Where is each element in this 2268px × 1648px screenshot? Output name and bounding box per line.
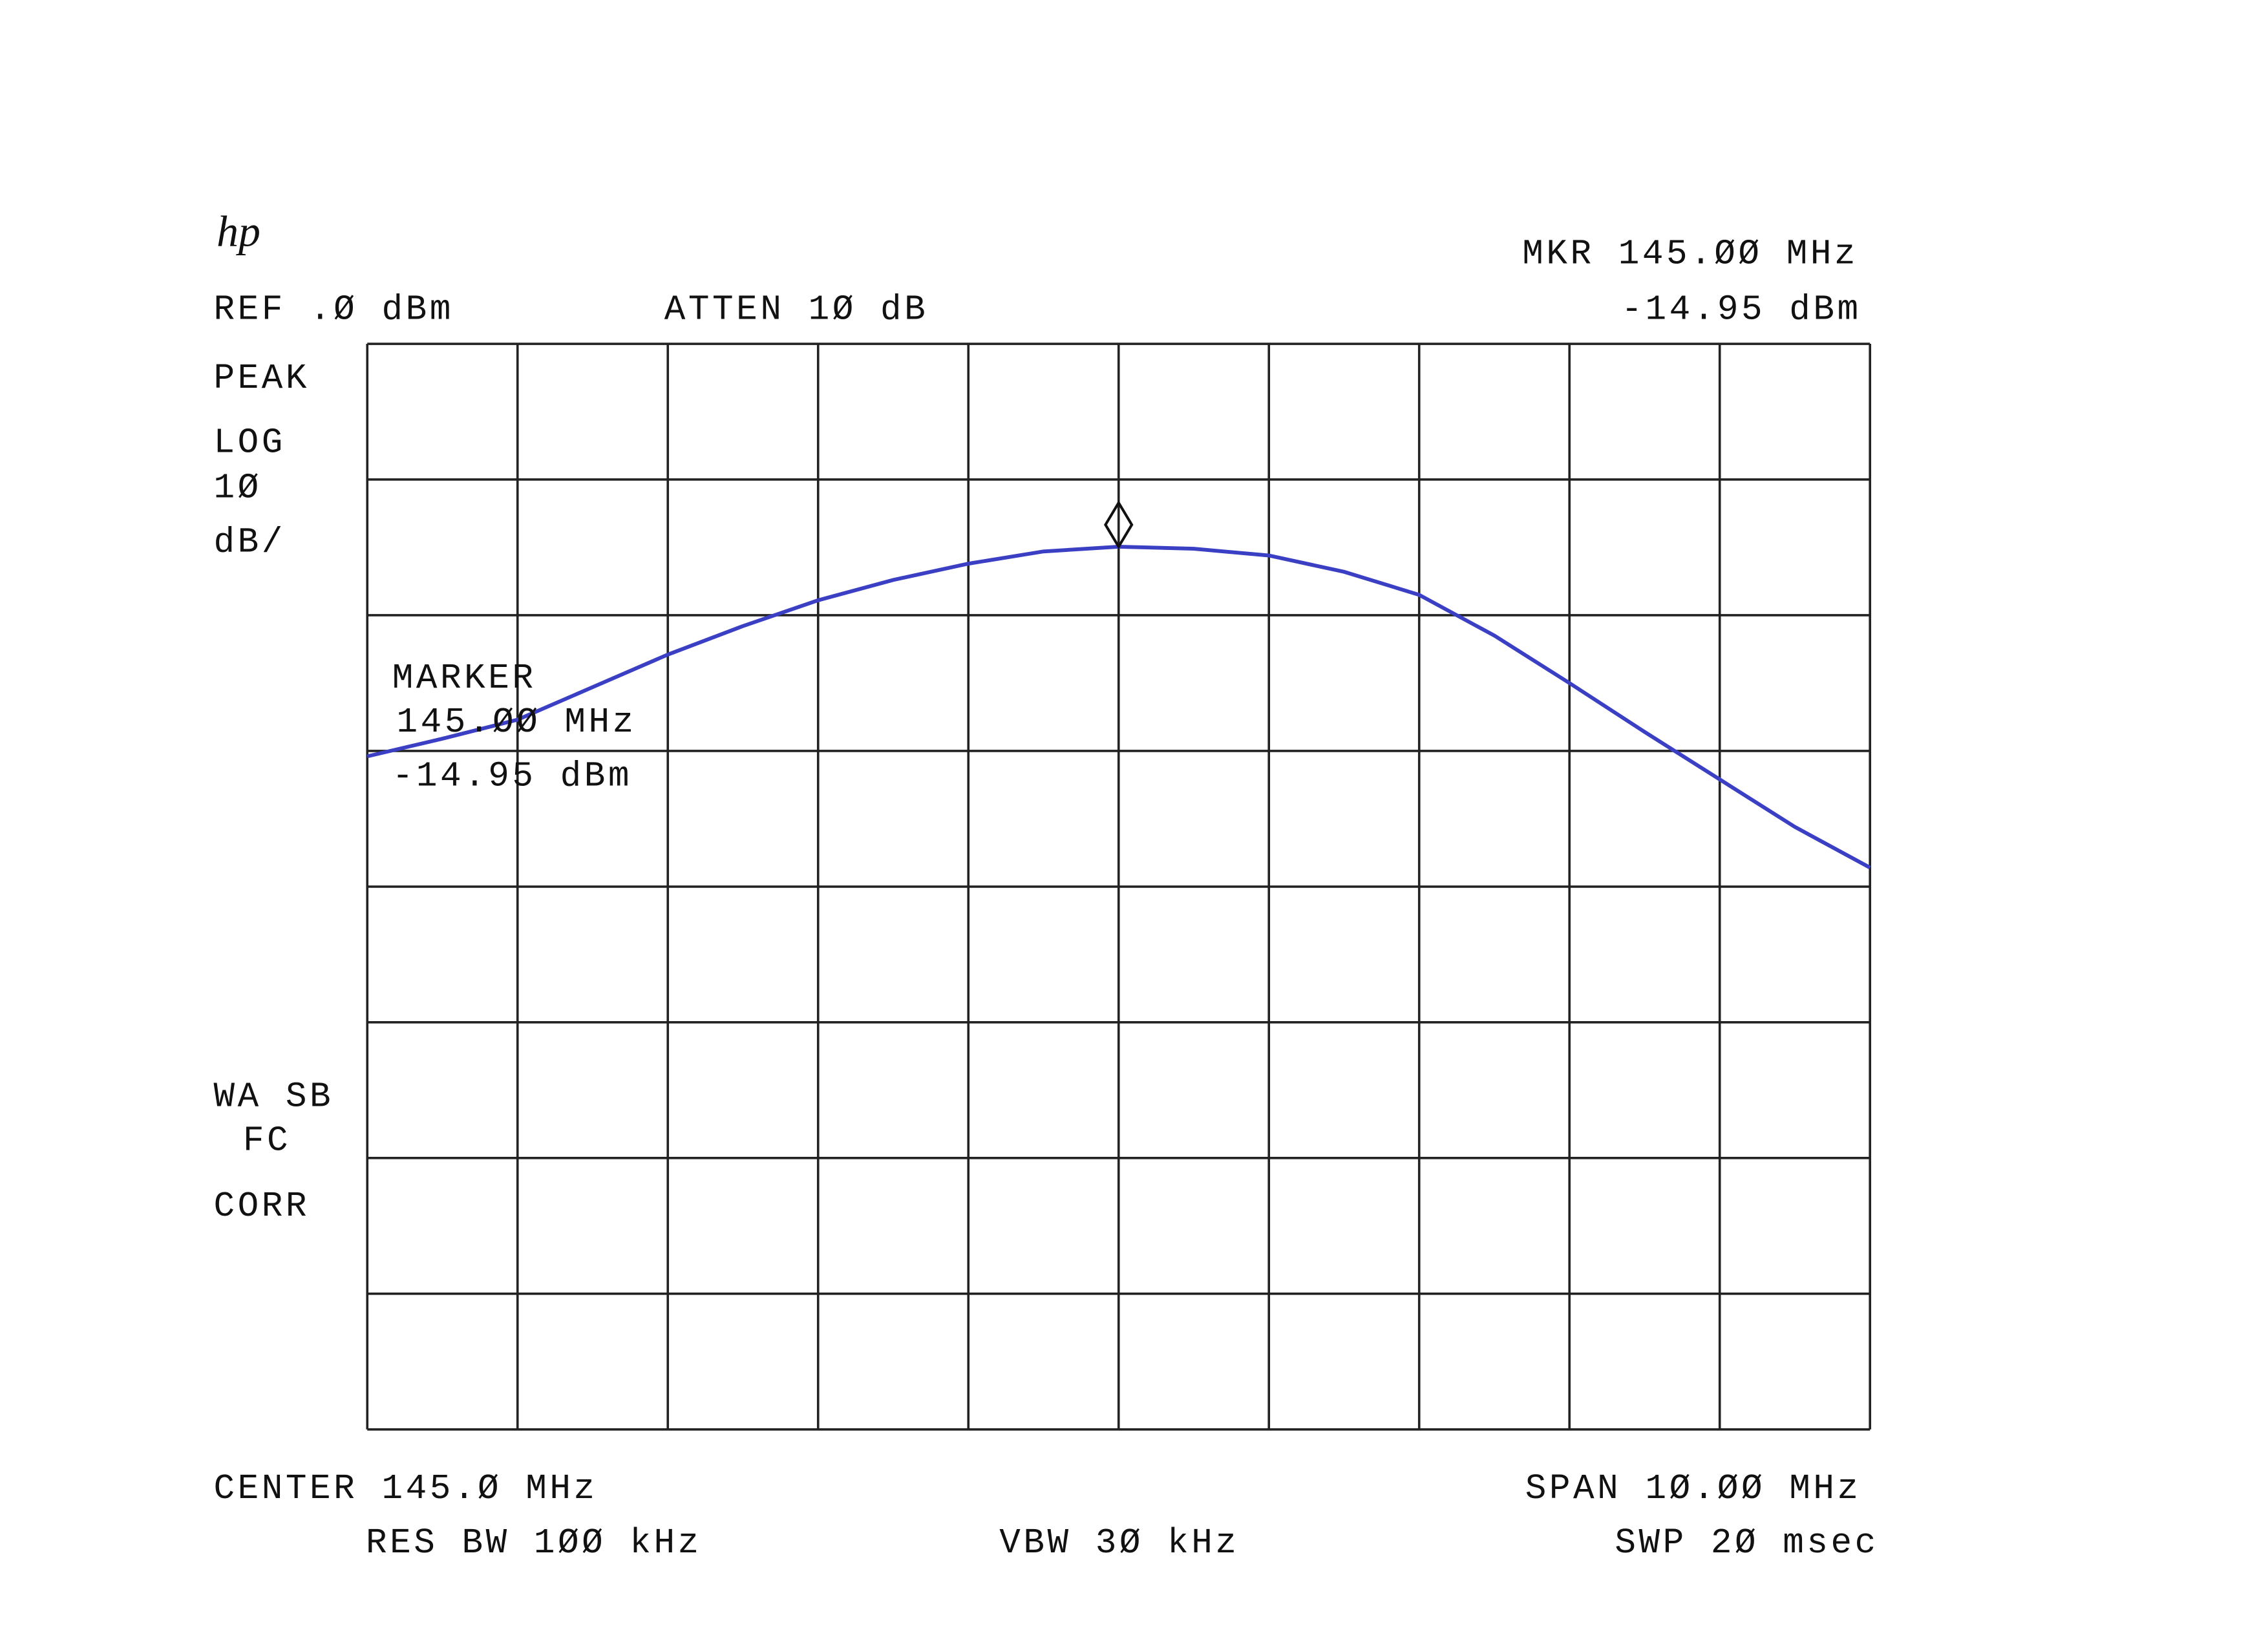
label-marker-freq: 145.ØØ MHz [397,703,637,743]
label-scale-2: 1Ø [214,469,262,509]
label-vbw: VBW 3Ø kHz [999,1524,1239,1563]
label-marker-title: MARKER [392,659,536,699]
label-mkr-freq: MKR 145.ØØ MHz [1522,235,1858,274]
marker [1103,500,1134,549]
label-span: SPAN 1Ø.ØØ MHz [1525,1470,1861,1509]
label-atten: ATTEN 1Ø dB [664,291,928,330]
label-ref: REF .Ø dBm [214,291,454,330]
label-fc: FC [243,1121,291,1161]
label-center: CENTER 145.Ø MHz [214,1470,598,1509]
label-marker-level: -14.95 dBm [392,757,632,797]
label-wa-sb: WA SB [214,1077,334,1117]
label-res-bw: RES BW 1ØØ kHz [366,1524,702,1563]
label-scale-1: LOG [214,424,286,463]
label-scale-3: dB/ [214,523,286,562]
label-corr: CORR [214,1187,310,1227]
logo: hp [217,206,260,255]
label-swp: SWP 2Ø msec [1615,1524,1878,1563]
label-detector: PEAK [214,359,310,399]
label-mkr-level: -14.95 dBm [1621,291,1861,330]
